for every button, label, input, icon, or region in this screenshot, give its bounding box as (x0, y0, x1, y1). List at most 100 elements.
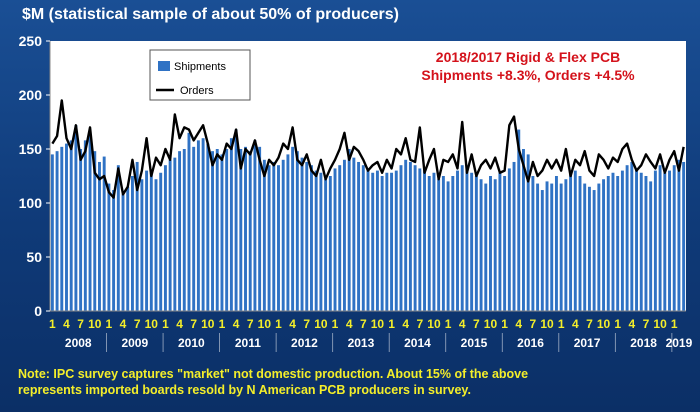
shipments-bar (668, 170, 671, 311)
x-month-label: 7 (416, 317, 423, 331)
shipments-bar (140, 179, 144, 311)
shipments-bar (507, 168, 511, 311)
shipments-bar (394, 170, 398, 311)
shipments-bar (611, 172, 615, 311)
shipments-bar (112, 190, 116, 311)
x-axis-labels: 1 4 7 10 1 4 7 10 1 4 7 10 1 4 7 10 1 4 7 10 1 4 7 10 1 4 7 10 1 4 7 10… (49, 317, 693, 352)
x-month-label: 4 (402, 317, 409, 331)
shipments-bar (253, 140, 257, 311)
shipments-bar (272, 161, 276, 311)
shipments-bar (587, 186, 591, 311)
x-month-label: 1 (671, 317, 678, 331)
x-month-label: 4 (572, 317, 579, 331)
x-month-label: 7 (190, 317, 197, 331)
shipments-bar (592, 190, 596, 311)
x-year-label: 2010 (178, 336, 205, 350)
shipments-bar (493, 179, 497, 311)
shipments-bar (182, 149, 186, 311)
shipments-bar (540, 190, 544, 311)
shipments-bar (474, 176, 478, 311)
shipments-bar (319, 172, 323, 311)
shipments-bar (663, 172, 667, 311)
shipments-bars (50, 125, 686, 312)
shipments-bar (564, 179, 568, 311)
shipments-bar (616, 176, 620, 311)
x-year-label: 2013 (348, 336, 375, 350)
x-month-label: 7 (473, 317, 480, 331)
shipments-bar (324, 179, 328, 311)
y-tick-label: 100 (19, 195, 43, 211)
shipments-bar (281, 159, 285, 311)
x-month-label: 7 (247, 317, 254, 331)
shipments-bar (390, 172, 394, 311)
shipments-bar (404, 159, 408, 311)
shipments-bar (554, 176, 558, 311)
annotation-line-2: Shipments +8.3%, Orders +4.5% (421, 67, 635, 83)
shipments-bar (550, 183, 554, 311)
shipments-bar (187, 132, 191, 311)
shipments-bar (192, 146, 196, 311)
shipments-bar (196, 140, 200, 311)
x-month-label: 1 (558, 317, 565, 331)
shipments-bar (446, 181, 450, 311)
x-month-label: 1 (332, 317, 339, 331)
x-year-label: 2017 (574, 336, 601, 350)
shipments-bar (357, 161, 361, 311)
x-month-label: 7 (586, 317, 593, 331)
shipments-bar (649, 181, 653, 311)
shipments-bar (159, 172, 163, 311)
shipments-bar (88, 132, 92, 311)
x-month-label: 1 (614, 317, 621, 331)
shipments-bar (522, 149, 525, 311)
x-month-label: 7 (134, 317, 141, 331)
shipments-bar (573, 170, 577, 311)
shipments-bar (300, 157, 304, 311)
shipments-bar (50, 154, 54, 311)
shipments-bar (606, 176, 610, 311)
shipments-bar (149, 172, 153, 311)
shipments-bar (423, 170, 426, 311)
x-month-label: 10 (540, 317, 554, 331)
shipments-bar (536, 183, 540, 311)
shipments-bar (347, 149, 351, 311)
x-month-label: 4 (63, 317, 70, 331)
shipments-bar (408, 161, 412, 311)
shipments-bar (79, 149, 83, 311)
x-year-label: 2016 (517, 336, 544, 350)
shipments-bar (258, 146, 262, 311)
x-year-label: 2012 (291, 336, 318, 350)
shipments-bar (328, 176, 332, 311)
x-month-label: 1 (49, 317, 56, 331)
shipments-bar (178, 151, 182, 311)
shipments-bar (625, 165, 629, 311)
shipments-bar (531, 176, 535, 311)
shipments-bar (559, 183, 563, 311)
y-tick-label: 250 (19, 33, 43, 49)
x-month-label: 4 (628, 317, 635, 331)
shipments-bar (60, 146, 64, 311)
shipments-bar (489, 176, 492, 311)
shipments-bar (262, 159, 266, 311)
shipments-bar (366, 168, 370, 311)
shipments-bar (503, 176, 507, 311)
shipments-bar (239, 149, 243, 311)
x-month-label: 10 (88, 317, 102, 331)
shipments-bar (291, 146, 295, 311)
shipments-bar (338, 165, 342, 311)
x-month-label: 7 (643, 317, 650, 331)
shipments-bar (154, 179, 158, 311)
legend: Shipments Orders (149, 49, 251, 101)
x-month-label: 7 (77, 317, 84, 331)
shipments-bar (352, 157, 356, 311)
shipments-bar (484, 183, 488, 311)
x-month-label: 7 (303, 317, 310, 331)
shipments-bar (385, 172, 389, 311)
shipments-bar (597, 183, 601, 311)
x-month-label: 1 (106, 317, 113, 331)
annotation-line-1: 2018/2017 Rigid & Flex PCB (436, 49, 620, 65)
y-tick-label: 200 (19, 87, 43, 103)
shipments-bar (517, 129, 521, 311)
shipments-bar (460, 165, 464, 311)
x-month-label: 1 (162, 317, 169, 331)
